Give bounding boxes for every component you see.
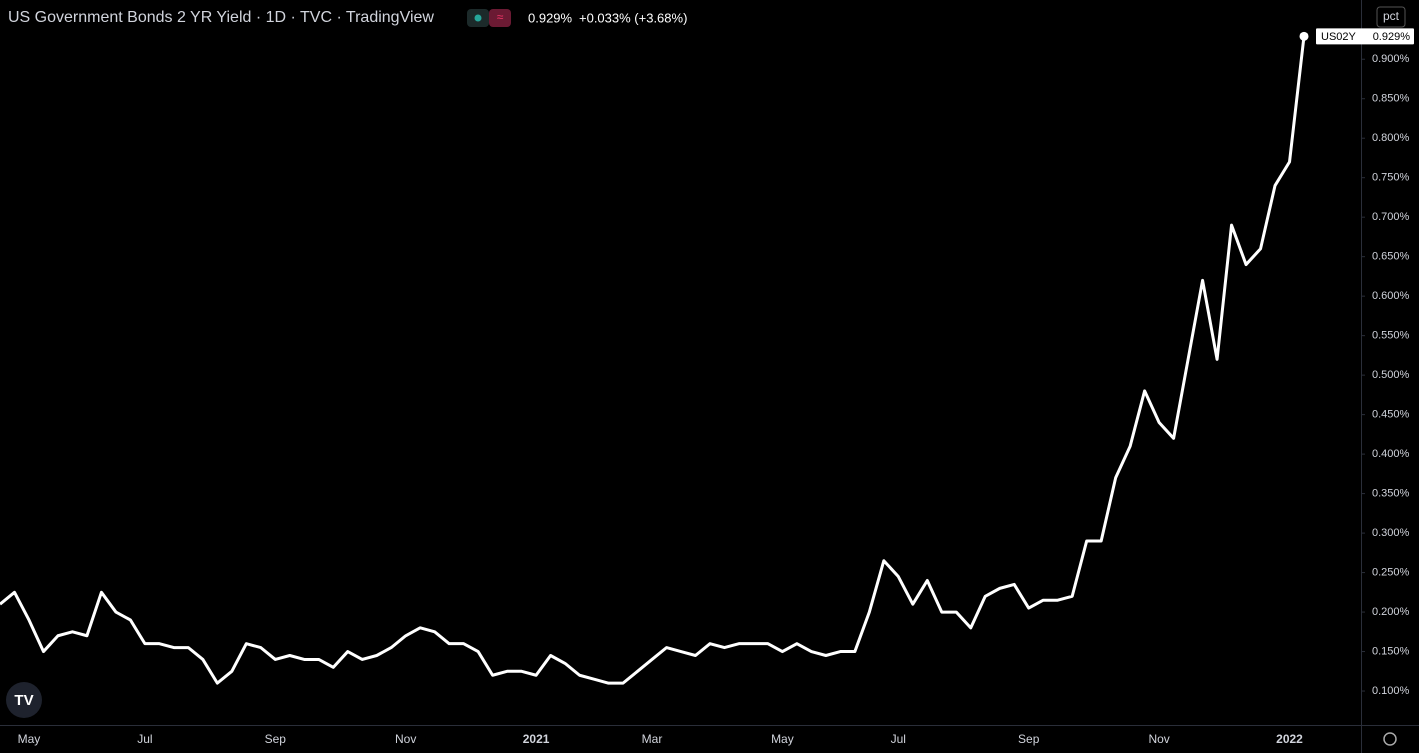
header-change: +0.033% (+3.68%) (579, 10, 687, 25)
x-tick-label: Mar (642, 732, 663, 746)
x-tick-label: Nov (1148, 732, 1169, 746)
x-tick-label: Jul (891, 732, 906, 746)
price-tag-label: 0.929% (1373, 31, 1411, 43)
logo-badge[interactable] (6, 682, 42, 718)
y-tick-label: 0.450% (1372, 409, 1410, 421)
y-tick-label: 0.700% (1372, 211, 1410, 223)
y-tick-label: 0.200% (1372, 606, 1410, 618)
line (0, 36, 1306, 685)
y-tick-label: 0.300% (1372, 527, 1410, 539)
logo: TV (14, 692, 33, 709)
y-tick-label: 0.250% (1372, 566, 1410, 578)
status-red[interactable] (489, 9, 511, 27)
x-tick-label: 2021 (523, 732, 550, 746)
last-point (1299, 31, 1309, 41)
y-tick-label: 0.100% (1372, 685, 1410, 697)
x-tick-label: May (18, 732, 41, 746)
y-tick-label: 0.400% (1372, 448, 1410, 460)
y-tick-label: 0.850% (1372, 93, 1410, 105)
x-tick-label: Sep (1018, 732, 1040, 746)
y-tick-label: 0.750% (1372, 172, 1410, 184)
y-tick-label: 0.500% (1372, 369, 1410, 381)
x-tick-label: Jul (137, 732, 152, 746)
settings-icon[interactable] (1383, 732, 1397, 746)
header-price: 0.929% (528, 10, 573, 25)
y-tick-label: 0.800% (1372, 132, 1410, 144)
x-tick-label: Sep (265, 732, 287, 746)
x-tick-label: 2022 (1276, 732, 1303, 746)
y-tick-label: 0.550% (1372, 330, 1410, 342)
y-tick-label: 0.650% (1372, 251, 1410, 263)
chart-title: US Government Bonds 2 YR Yield · 1D · TV… (8, 9, 434, 26)
y-tick-label: 0.150% (1372, 645, 1410, 657)
y-tick-label: 0.350% (1372, 488, 1410, 500)
status-icon: ≈ (497, 10, 504, 24)
price-tag (1316, 28, 1414, 45)
scale-button[interactable] (1376, 6, 1406, 28)
x-tick-label: May (771, 732, 794, 746)
y-tick-label: 0.600% (1372, 290, 1410, 302)
status-dot (474, 14, 482, 22)
price-tag-symbol: US02Y (1321, 31, 1357, 43)
y-tick-label: 0.900% (1372, 53, 1410, 65)
scale-button-label: pct (1383, 9, 1400, 23)
x-tick-label: Nov (395, 732, 416, 746)
